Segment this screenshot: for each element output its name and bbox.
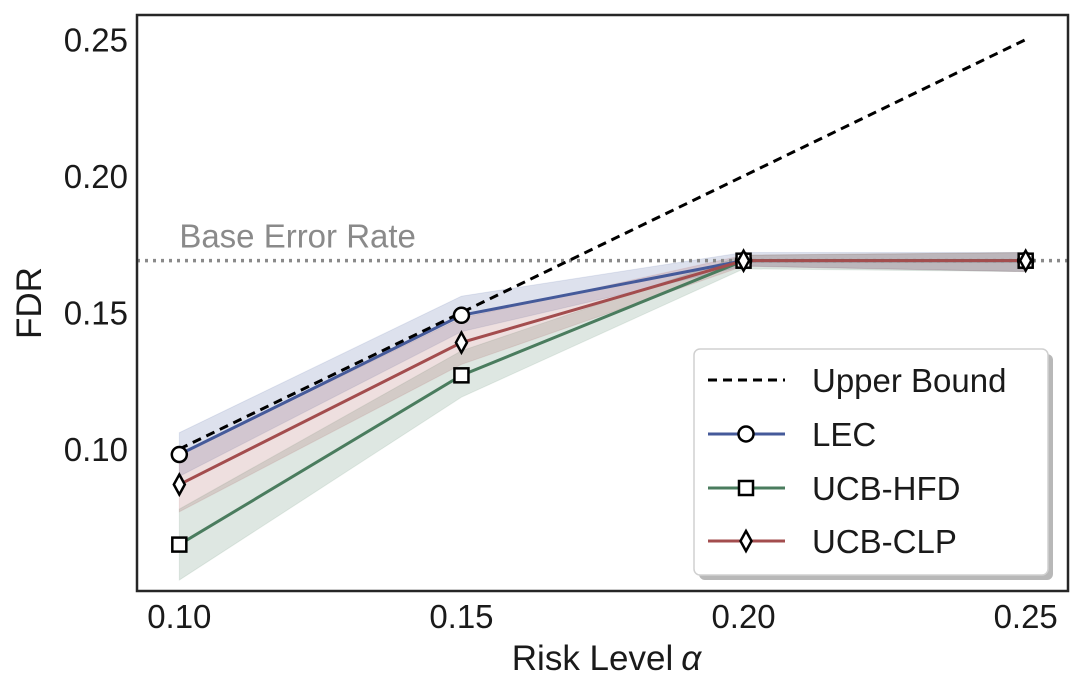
ucb-hfd-marker: [453, 367, 470, 384]
ucb-clp-marker: [1018, 248, 1033, 274]
legend-upper-bound-label: Upper Bound: [812, 362, 1006, 399]
legend-ucb-hfd-marker: [737, 479, 755, 497]
series-markers: [170, 248, 1035, 553]
y-axis-ticks: 0.10 0.15 0.20 0.25: [64, 22, 128, 468]
ucb-clp-line: [178, 259, 1026, 486]
legend-ucb-clp-label: UCB-CLP: [812, 523, 957, 560]
legend-ucb-hfd-label: UCB-HFD: [812, 470, 960, 507]
ucb-clp-marker: [454, 329, 469, 356]
y-tick-label: 0.10: [64, 431, 128, 468]
x-axis-label-symbol: α: [681, 639, 702, 678]
legend: Upper Bound LEC UCB-HFD UCB-CLP: [693, 348, 1053, 580]
y-tick-label: 0.15: [64, 295, 128, 332]
ucb-clp-marker: [736, 248, 751, 274]
plot-frame: [135, 13, 1070, 593]
lec-marker: [170, 445, 189, 464]
x-tick-label: 0.25: [994, 598, 1058, 635]
ucb-clp-marker: [172, 471, 187, 498]
legend-ucb-clp-marker: [739, 528, 753, 554]
base-error-rate-label: Base Error Rate: [179, 218, 416, 255]
x-tick-label: 0.20: [711, 598, 775, 635]
x-axis-ticks: 0.10 0.15 0.20 0.25: [147, 598, 1058, 635]
x-tick-label: 0.15: [429, 598, 493, 635]
x-axis-label: Risk Level α: [512, 639, 702, 678]
legend-lec-marker: [737, 425, 755, 443]
y-axis-label: FDR: [10, 267, 49, 339]
series-lines: [178, 38, 1027, 546]
x-axis-label-text: Risk Level: [512, 639, 673, 678]
ucb-hfd-marker: [171, 536, 188, 553]
lec-marker: [452, 306, 471, 325]
x-tick-label: 0.10: [147, 598, 211, 635]
legend-lec-label: LEC: [812, 416, 876, 453]
legend-box: [693, 348, 1049, 576]
y-tick-label: 0.25: [64, 22, 128, 59]
y-tick-label: 0.20: [64, 158, 128, 195]
upper-bound-line: [178, 38, 1027, 451]
